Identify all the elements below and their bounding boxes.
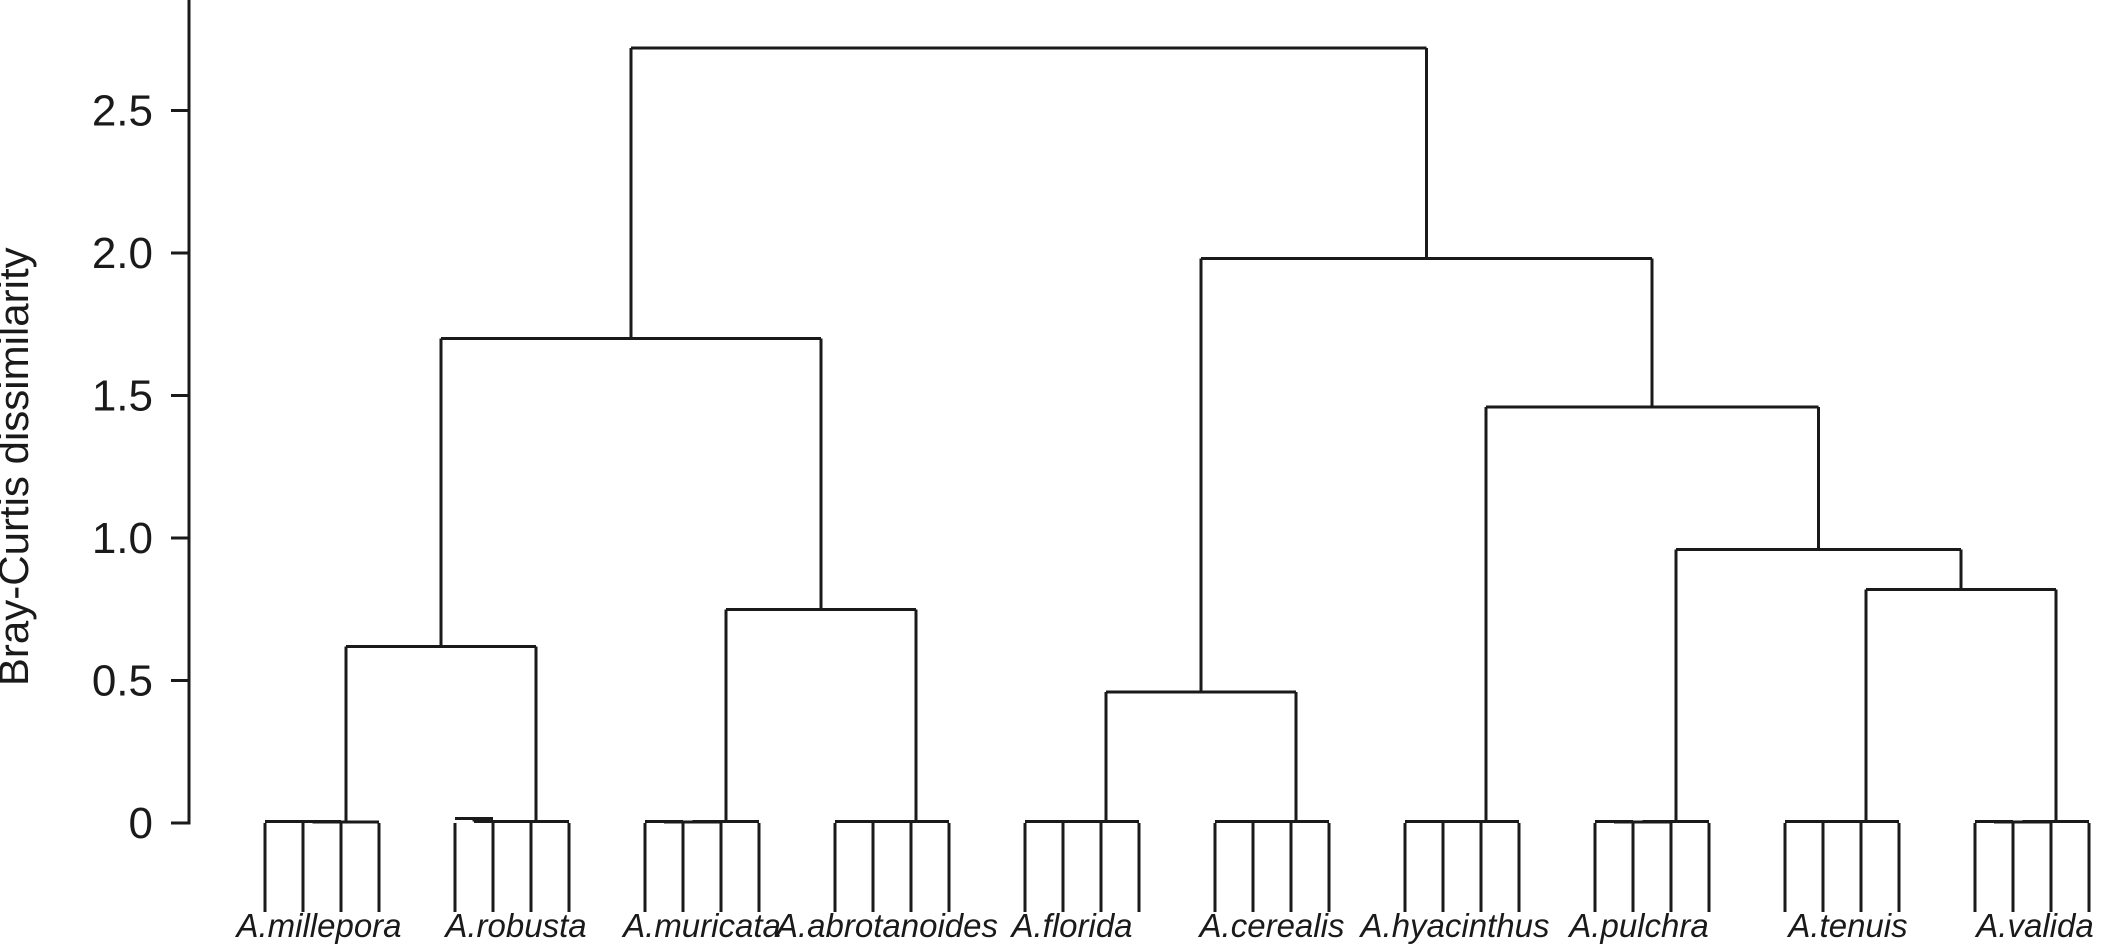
y-tick-label: 1.5 <box>92 372 153 421</box>
species-label: A.millepora <box>234 907 401 944</box>
species-label: A.florida <box>1009 907 1132 944</box>
y-tick-label: 1.0 <box>92 514 153 563</box>
y-tick-label: 2.5 <box>92 87 153 136</box>
species-label: A.tenuis <box>1786 907 1907 944</box>
y-axis-title: Bray-Curtis dissimilarity <box>0 247 37 686</box>
species-label: A.hyacinthus <box>1359 907 1550 944</box>
species-label: A.abrotanoides <box>774 907 998 944</box>
species-label: A.valida <box>1974 907 2093 944</box>
y-tick-label: 0.5 <box>92 657 153 706</box>
y-tick-label: 2.0 <box>92 229 153 278</box>
y-tick-label: 0 <box>129 799 153 848</box>
group-labels: A.millepora A.robusta A.muricataA.abrotano… <box>234 907 2093 944</box>
species-label: A.muricata <box>621 907 781 944</box>
species-label: A.cerealis <box>1198 907 1345 944</box>
dendrogram-links <box>263 46 2091 912</box>
species-label: A.robusta <box>443 907 586 944</box>
y-axis: 0 0.5 1.0 1.5 2.0 2.5 <box>92 0 191 848</box>
species-label: A.pulchra <box>1567 907 1708 944</box>
